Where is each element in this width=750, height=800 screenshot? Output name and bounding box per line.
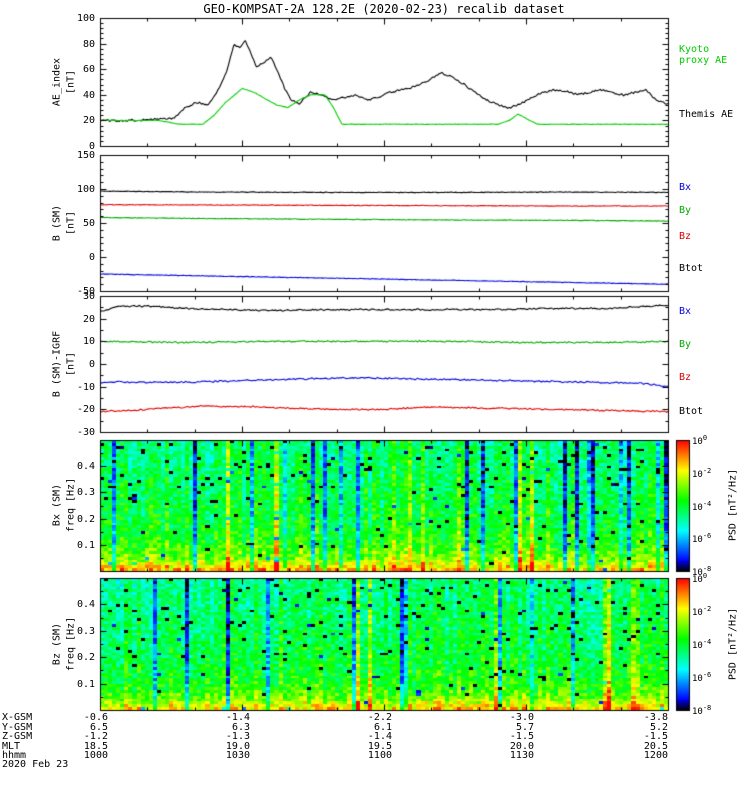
ephemeris-value: -1.5 (643, 731, 668, 742)
ephemeris-value: 1000 (83, 750, 108, 761)
legend-label-bz: Bz (679, 230, 692, 242)
ephemeris-value: 19.5 (367, 741, 392, 752)
ephemeris-value: -3.0 (509, 712, 534, 723)
y-tick-label: 30 (82, 290, 95, 302)
y-tick-label: 0.3 (76, 625, 95, 637)
ephemeris-value: 6.3 (231, 722, 250, 733)
y-tick-label: 0.4 (76, 460, 95, 472)
ephemeris-value: 20.5 (643, 741, 668, 752)
colorbar-tick-exponent: -8 (702, 565, 712, 573)
y-tick-label: 0.1 (76, 539, 95, 551)
colorbar-tick-exponent: -4 (702, 638, 712, 646)
colorbar-tick-exponent: -4 (702, 499, 712, 508)
ephemeris-value: 1200 (643, 750, 668, 761)
date-label: 2020 Feb 23 (2, 759, 69, 770)
ephemeris-value: 1100 (367, 750, 392, 761)
colorbar-tick-exponent: -8 (702, 704, 712, 712)
colorbar-tick-label: 100 (692, 434, 708, 447)
y-tick-label: 0.4 (76, 598, 95, 610)
y-tick-label: 0.2 (76, 651, 95, 663)
colorbar-tick-exponent: -6 (702, 671, 712, 679)
colorbar-tick-label: 100 (692, 572, 708, 585)
colorbar-tick-label: 10-2 (692, 605, 712, 618)
y-tick-label: 0 (88, 251, 95, 263)
y-tick-label: 0.3 (76, 486, 95, 498)
ephemeris-value: -1.3 (225, 731, 250, 742)
colorbar-tick-exponent: -6 (702, 532, 712, 541)
colorbar-title-bz: PSD [nT²/Hz] (727, 607, 739, 681)
legend-label-bx: Bx (679, 181, 692, 193)
ephemeris-value: 6.1 (373, 722, 392, 733)
ephemeris-value: 6.5 (89, 722, 108, 733)
ephemeris-value: -1.4 (225, 712, 250, 723)
legend-label-btot: Btot (679, 405, 704, 417)
y-tick-label: -20 (76, 403, 95, 415)
ephemeris-value: -3.8 (643, 712, 668, 723)
page-title: GEO-KOMPSAT-2A 128.2E (2020-02-23) recal… (203, 2, 565, 16)
y-tick-label: 0 (88, 140, 95, 152)
colorbar-tick-exponent: -2 (702, 466, 712, 475)
ephemeris-value: 1130 (509, 750, 534, 761)
y-tick-label: 10 (82, 335, 95, 347)
ephemeris-value: 19.0 (225, 741, 250, 752)
legend-label-themis-ae: Themis AE (679, 109, 734, 121)
ephemeris-row-label-mlt: MLT (2, 741, 21, 752)
ephemeris-value: -1.2 (83, 731, 108, 742)
y-tick-label: -30 (76, 426, 95, 438)
colorbar-tick-label: 10-8 (692, 565, 712, 578)
y-tick-label: 150 (76, 149, 95, 161)
ephemeris-value: -2.2 (367, 712, 392, 723)
colorbar-tick-label: 10-4 (692, 638, 712, 651)
legend-label-kyoto-proxy-ae: Kyoto proxy AE (679, 44, 728, 66)
y-tick-label: 100 (76, 12, 95, 24)
y-tick-label: 20 (82, 313, 95, 325)
ephemeris-row-label-z-gsm: Z-GSM (2, 731, 33, 742)
colorbar-tick-label: 10-6 (692, 671, 712, 684)
ephemeris-value: 20.0 (509, 741, 534, 752)
y-tick-label: 100 (76, 183, 95, 195)
ephemeris-value: 1030 (225, 750, 250, 761)
ephemeris-row-label-x-gsm: X-GSM (2, 712, 33, 723)
ephemeris-value: -1.5 (509, 731, 534, 742)
ephemeris-value: 18.5 (83, 741, 108, 752)
legend-label-bz: Bz (679, 371, 692, 383)
legend-label-by: By (679, 338, 692, 350)
colorbar-title-bx: PSD [nT²/Hz] (727, 468, 739, 542)
colorbar-tick-label: 10-2 (692, 466, 712, 480)
colorbar-tick-exponent: -2 (702, 605, 712, 613)
colorbar-tick-exponent: 0 (702, 572, 708, 580)
ephemeris-row-label-y-gsm: Y-GSM (2, 722, 33, 733)
y-tick-label: 0 (88, 358, 95, 370)
y-tick-label: 20 (82, 114, 95, 126)
y-tick-label: 80 (82, 38, 95, 50)
colorbar-tick-label: 10-4 (692, 499, 712, 513)
ephemeris-value: 5.7 (515, 722, 534, 733)
legend-label-btot: Btot (679, 263, 704, 275)
legend-label-bx: Bx (679, 306, 692, 318)
colorbar-tick-exponent: 0 (702, 434, 708, 442)
y-tick-label: 60 (82, 63, 95, 75)
y-tick-label: 0.2 (76, 513, 95, 525)
y-tick-label: -50 (76, 285, 95, 297)
y-tick-label: 40 (82, 89, 95, 101)
colorbar-tick-label: 10-8 (692, 704, 712, 717)
y-tick-label: 0.1 (76, 678, 95, 690)
legend-label-by: By (679, 204, 692, 216)
y-tick-label: -10 (76, 381, 95, 393)
colorbar-tick-label: 10-6 (692, 532, 712, 546)
ephemeris-row-label-hhmm: hhmm (2, 750, 27, 761)
y-tick-label: 50 (82, 217, 95, 229)
ephemeris-value: 5.2 (649, 722, 668, 733)
ephemeris-value: -0.6 (83, 712, 108, 723)
ephemeris-value: -1.4 (367, 731, 392, 742)
